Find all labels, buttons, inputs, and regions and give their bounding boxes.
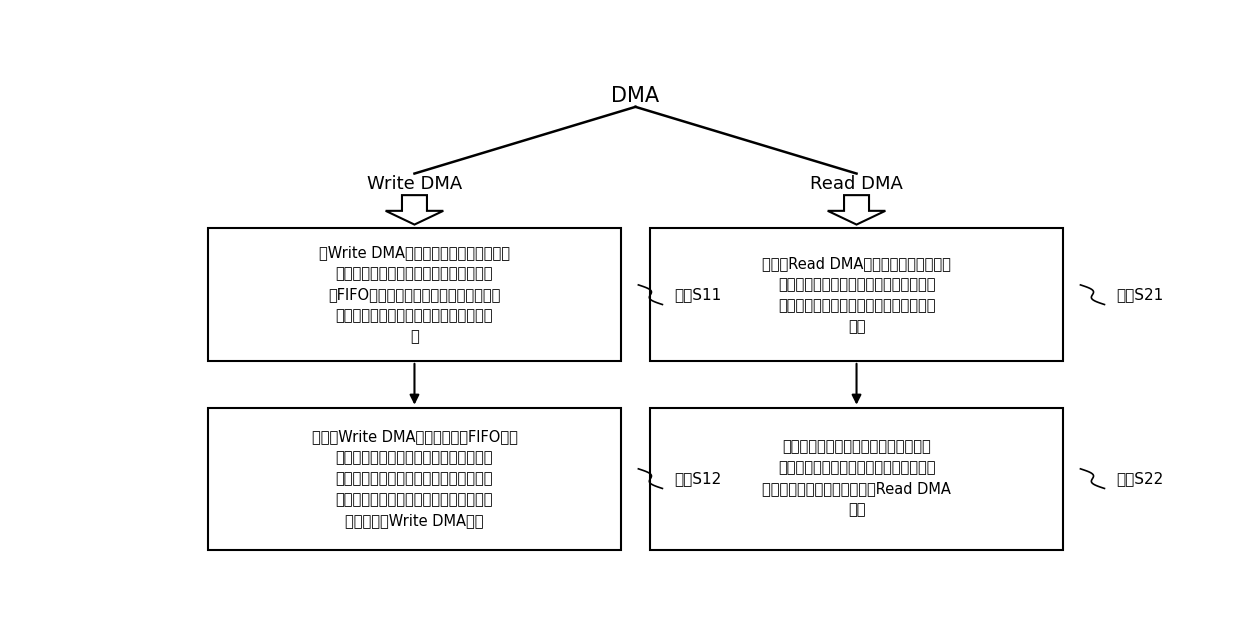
Bar (650, 408, 1063, 550)
Text: 步骤S22: 步骤S22 (1116, 471, 1163, 486)
Text: 当准备Write DMA传输时，根据FIFO存储
器中存储的地址和板卡端的传输数据的存
储地址及数据大小自主生成描述符，并将
描述符存储至板卡端预留的描述符存储: 当准备Write DMA传输时，根据FIFO存储 器中存储的地址和板卡端的传输数… (311, 429, 517, 528)
Text: 步骤S11: 步骤S11 (675, 287, 722, 302)
Bar (208, 229, 621, 361)
Text: 在准备Read DMA传输时，根据主机端配
置的板卡端寄存器信息，获取主机端根据
板卡端内存空间主动生成的描述符的存储
地址: 在准备Read DMA传输时，根据主机端配 置的板卡端寄存器信息，获取主机端根据… (763, 255, 951, 334)
Bar (208, 408, 621, 550)
Text: 按照主机端主动生成的描述符的存储地
址，从主机端中将描述符搬移至板卡端预
留的描述符存储空间，以执行Read DMA
传输: 按照主机端主动生成的描述符的存储地 址，从主机端中将描述符搬移至板卡端预 留的描… (763, 440, 951, 518)
Text: 在Write DMA传输之前，预先将主机端预
留的存储空间的地址依次写入板卡端配有
的FIFO存储器，其中，主机端预留的存储
空间是为存储板卡端的传输数据预留的: 在Write DMA传输之前，预先将主机端预 留的存储空间的地址依次写入板卡端配… (319, 245, 510, 344)
Text: DMA: DMA (611, 86, 660, 106)
Text: 步骤S12: 步骤S12 (675, 471, 722, 486)
Polygon shape (828, 195, 885, 225)
Bar (650, 229, 1063, 361)
Text: 步骤S21: 步骤S21 (1116, 287, 1163, 302)
Text: Read DMA: Read DMA (810, 175, 903, 194)
Text: Write DMA: Write DMA (367, 175, 463, 194)
Polygon shape (386, 195, 444, 225)
